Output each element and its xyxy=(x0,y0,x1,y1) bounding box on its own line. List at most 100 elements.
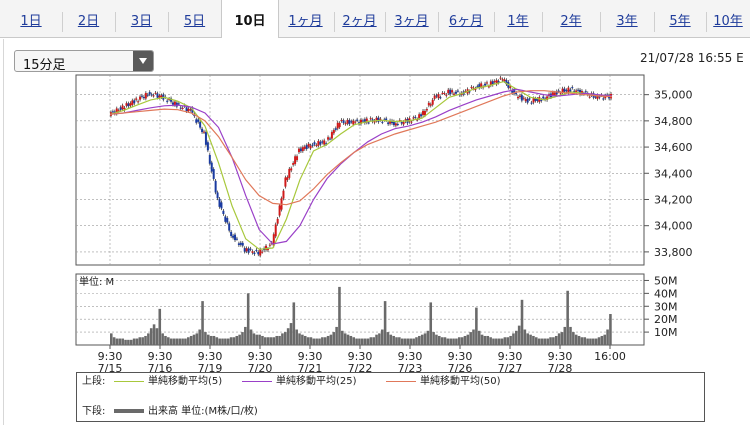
volume-bar xyxy=(110,333,113,345)
candle-body xyxy=(344,123,347,125)
chevron-down-icon[interactable] xyxy=(133,51,153,71)
candle-body xyxy=(321,141,324,143)
volume-bar xyxy=(369,337,373,345)
tab-period[interactable]: 1日 xyxy=(20,14,42,29)
tab-period[interactable]: 2ヶ月 xyxy=(342,14,377,29)
candle-body xyxy=(526,98,529,103)
candle-body xyxy=(435,95,438,97)
candle-body xyxy=(565,90,568,92)
interval-value: 15分足 xyxy=(23,58,66,73)
volume-bar xyxy=(566,290,569,345)
tab-period[interactable]: 5年 xyxy=(669,14,691,29)
volume-bar xyxy=(147,333,150,345)
tab-period[interactable]: 2年 xyxy=(560,14,582,29)
candle-body xyxy=(468,91,471,93)
tab-period[interactable]: 5日 xyxy=(183,14,206,29)
volume-bar xyxy=(249,329,253,345)
candle-body xyxy=(598,96,601,98)
volume-bar xyxy=(286,328,290,345)
candle-body xyxy=(234,234,237,241)
tab-period[interactable]: 2日 xyxy=(77,14,100,29)
candle-body xyxy=(505,80,508,85)
tab-period[interactable]: 3年 xyxy=(616,14,638,29)
candle-body xyxy=(206,142,209,151)
candle-body xyxy=(142,96,145,99)
candle-body xyxy=(197,119,200,122)
volume-tick-label: 40M xyxy=(654,287,678,300)
volume-bar xyxy=(455,338,458,345)
candle-body xyxy=(427,102,430,106)
volume-bar xyxy=(149,328,153,345)
candle-body xyxy=(425,109,428,111)
tab-period[interactable]: 3日 xyxy=(130,14,153,29)
candle-body xyxy=(117,110,120,112)
volume-bar xyxy=(574,334,578,345)
volume-bar xyxy=(258,334,261,345)
candle-body xyxy=(210,162,213,172)
candle-body xyxy=(360,119,362,124)
candle-body xyxy=(303,146,306,149)
tab-period[interactable]: 10年 xyxy=(713,14,743,29)
candle-body xyxy=(317,140,320,146)
volume-bar xyxy=(315,338,318,345)
volume-bar xyxy=(392,335,395,345)
tab-period[interactable]: 3ヶ月 xyxy=(394,14,429,29)
candle-body xyxy=(235,238,238,240)
candle-body xyxy=(453,93,456,95)
volume-bar xyxy=(400,338,404,345)
candle-body xyxy=(555,91,558,94)
candle-body xyxy=(588,96,591,98)
candle-body xyxy=(208,154,211,164)
tab-separator xyxy=(654,12,655,32)
volume-bar xyxy=(406,338,410,345)
candle-body xyxy=(474,88,477,91)
x-tick-time: 9:30 xyxy=(398,350,423,363)
volume-bar xyxy=(512,333,515,345)
volume-bar xyxy=(158,308,162,345)
volume-bar xyxy=(144,335,147,345)
volume-bar xyxy=(492,338,495,345)
candle-body xyxy=(561,88,564,93)
volume-bar xyxy=(594,338,598,345)
x-tick-date: 7/16 xyxy=(148,362,173,375)
interval-select[interactable]: 15分足 xyxy=(14,50,154,73)
volume-unit-label: 単位: M xyxy=(79,275,114,288)
tab-period[interactable]: 1年 xyxy=(507,14,529,29)
candle-body xyxy=(534,98,537,101)
candle-body xyxy=(596,95,599,99)
volume-bar xyxy=(592,338,595,345)
volume-tick-label: 20M xyxy=(654,313,678,326)
candle-body xyxy=(247,248,250,253)
candle-body xyxy=(443,93,446,95)
tab-separator xyxy=(385,12,386,32)
candle-body xyxy=(315,145,318,147)
candle-body xyxy=(187,108,190,112)
legend-ma25: 単純移動平均(25) xyxy=(242,375,357,389)
candle-body xyxy=(220,202,223,209)
volume-bar xyxy=(523,329,527,345)
volume-bar xyxy=(503,337,507,345)
tab-period[interactable]: 6ヶ月 xyxy=(448,14,484,29)
candle-body xyxy=(311,144,314,146)
volume-bar xyxy=(124,339,127,345)
volume-bar xyxy=(141,337,144,345)
candle-body xyxy=(392,121,395,126)
volume-bar xyxy=(540,338,544,345)
volume-bar xyxy=(569,326,572,345)
candle-body xyxy=(416,119,419,121)
candle-body xyxy=(115,108,118,114)
volume-bar xyxy=(506,337,510,345)
price-tick-label: 34,000 xyxy=(654,220,693,233)
volume-bar xyxy=(181,338,184,345)
tab-period[interactable]: 10日 xyxy=(221,0,279,38)
tab-period[interactable]: 1ヶ月 xyxy=(288,14,323,29)
tab-separator xyxy=(168,12,169,32)
candle-body xyxy=(307,143,310,147)
candle-body xyxy=(290,168,293,171)
volume-bar xyxy=(546,338,549,345)
x-tick-time: 9:30 xyxy=(348,350,373,363)
volume-bar xyxy=(572,332,575,345)
volume-tick-label: 30M xyxy=(654,300,678,313)
ma50-line xyxy=(109,90,613,206)
volume-bar xyxy=(597,337,601,345)
